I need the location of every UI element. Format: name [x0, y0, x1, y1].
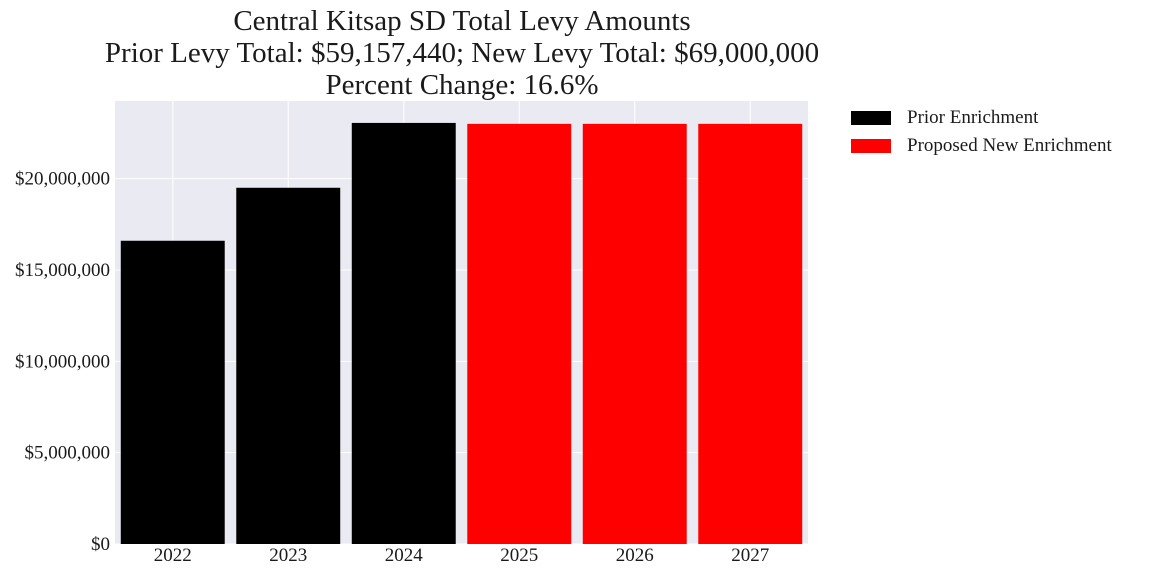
y-tick-label: $15,000,000	[15, 260, 110, 281]
x-tick-label: 2023	[269, 545, 307, 566]
legend-label-prior: Prior Enrichment	[907, 107, 1039, 128]
chart-legend: Prior Enrichment Proposed New Enrichment	[851, 104, 1112, 160]
legend-swatch-prior	[851, 111, 891, 125]
y-tick-label: $20,000,000	[15, 169, 110, 190]
legend-item-prior: Prior Enrichment	[851, 104, 1112, 132]
y-tick-label: $0	[91, 534, 110, 555]
x-tick-label: 2022	[154, 545, 192, 566]
legend-label-proposed: Proposed New Enrichment	[907, 135, 1112, 156]
y-tick-label: $10,000,000	[15, 351, 110, 372]
bar-2026	[582, 123, 687, 544]
bar-2022	[120, 240, 225, 544]
bar-2027	[698, 123, 803, 544]
bar-2023	[236, 187, 341, 544]
bar-2024	[351, 122, 456, 545]
x-tick-label: 2027	[731, 545, 769, 566]
chart-subtitle-line-2: Percent Change: 16.6%	[325, 69, 599, 101]
x-tick-label: 2026	[616, 545, 654, 566]
legend-swatch-proposed	[851, 139, 891, 153]
chart-subtitle-line-1: Prior Levy Total: $59,157,440; New Levy …	[104, 37, 820, 69]
x-tick-label: 2024	[385, 545, 424, 566]
x-tick-label: 2025	[500, 545, 538, 566]
legend-item-proposed: Proposed New Enrichment	[851, 132, 1112, 160]
plot-area	[115, 101, 808, 544]
y-tick-label: $5,000,000	[25, 443, 111, 464]
bar-2025	[467, 123, 572, 544]
chart-title: Central Kitsap SD Total Levy Amounts	[233, 5, 691, 37]
